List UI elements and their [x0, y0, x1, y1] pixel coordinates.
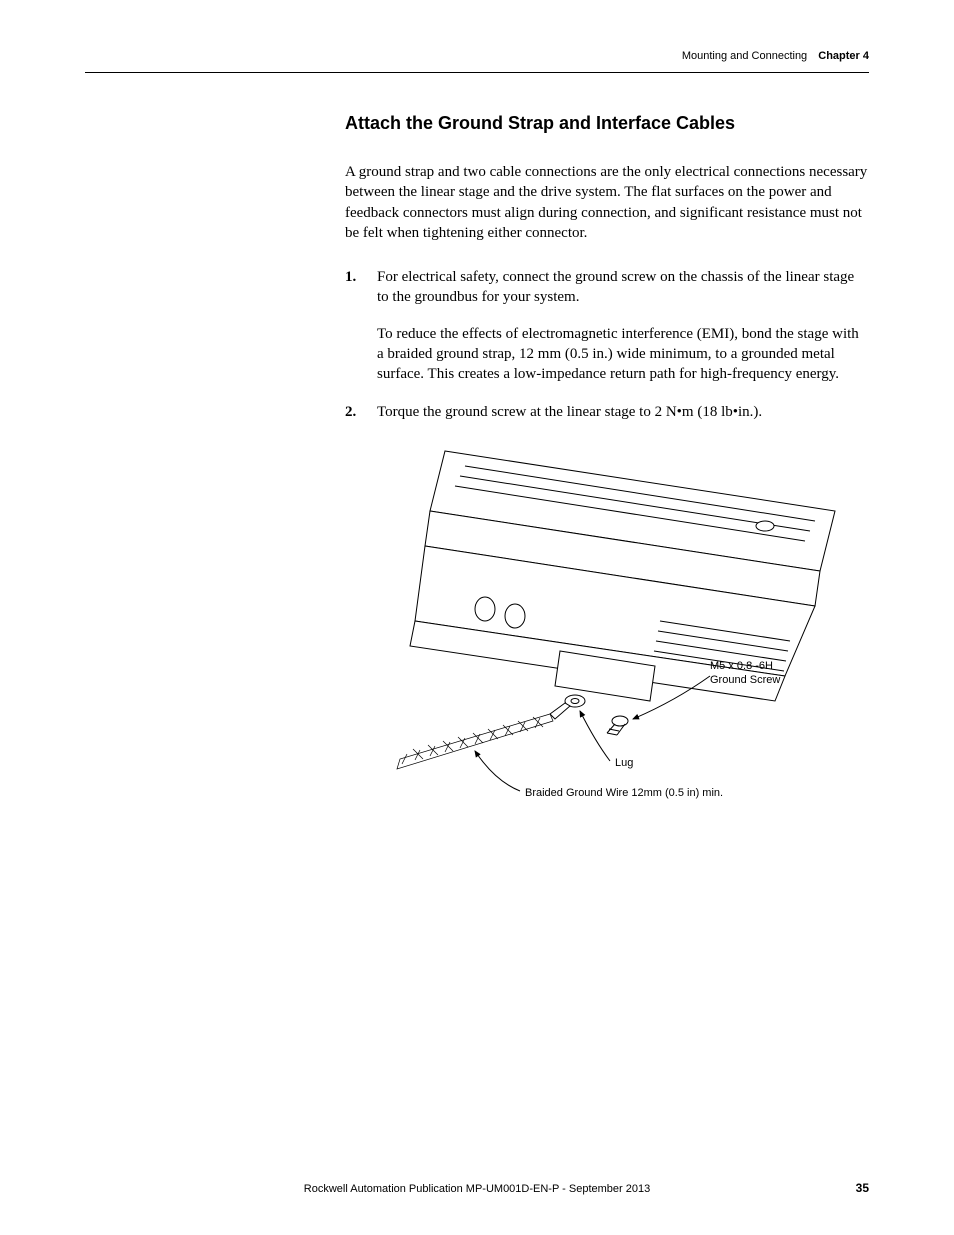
header-rule [85, 72, 869, 73]
section-title: Attach the Ground Strap and Interface Ca… [345, 113, 869, 134]
step-2-text: Torque the ground screw at the linear st… [377, 404, 762, 420]
callout-lug: Lug [615, 756, 633, 770]
page-footer: Rockwell Automation Publication MP-UM001… [85, 1183, 869, 1195]
page: Mounting and Connecting Chapter 4 Attach… [0, 0, 954, 1235]
header-section: Mounting and Connecting [682, 50, 807, 62]
callout-ground-screw: M5 x 0.8 -6H Ground Screw [710, 659, 780, 688]
step-1-sub: To reduce the effects of electromagnetic… [377, 324, 869, 385]
header-chapter: Chapter 4 [818, 50, 869, 62]
ground-strap-diagram: M5 x 0.8 -6H Ground Screw Lug Braided Gr… [375, 441, 855, 821]
step-1: For electrical safety, connect the groun… [345, 267, 869, 384]
step-list: For electrical safety, connect the groun… [345, 267, 869, 423]
step-2: Torque the ground screw at the linear st… [345, 402, 869, 422]
footer-publication: Rockwell Automation Publication MP-UM001… [85, 1183, 869, 1195]
footer-page-number: 35 [856, 1181, 869, 1195]
main-content: Attach the Ground Strap and Interface Ca… [345, 113, 869, 821]
step-1-text: For electrical safety, connect the groun… [377, 269, 854, 305]
callout-braided-wire: Braided Ground Wire 12mm (0.5 in) min. [525, 786, 723, 800]
intro-paragraph: A ground strap and two cable connections… [345, 162, 869, 243]
running-header: Mounting and Connecting Chapter 4 [85, 50, 869, 73]
